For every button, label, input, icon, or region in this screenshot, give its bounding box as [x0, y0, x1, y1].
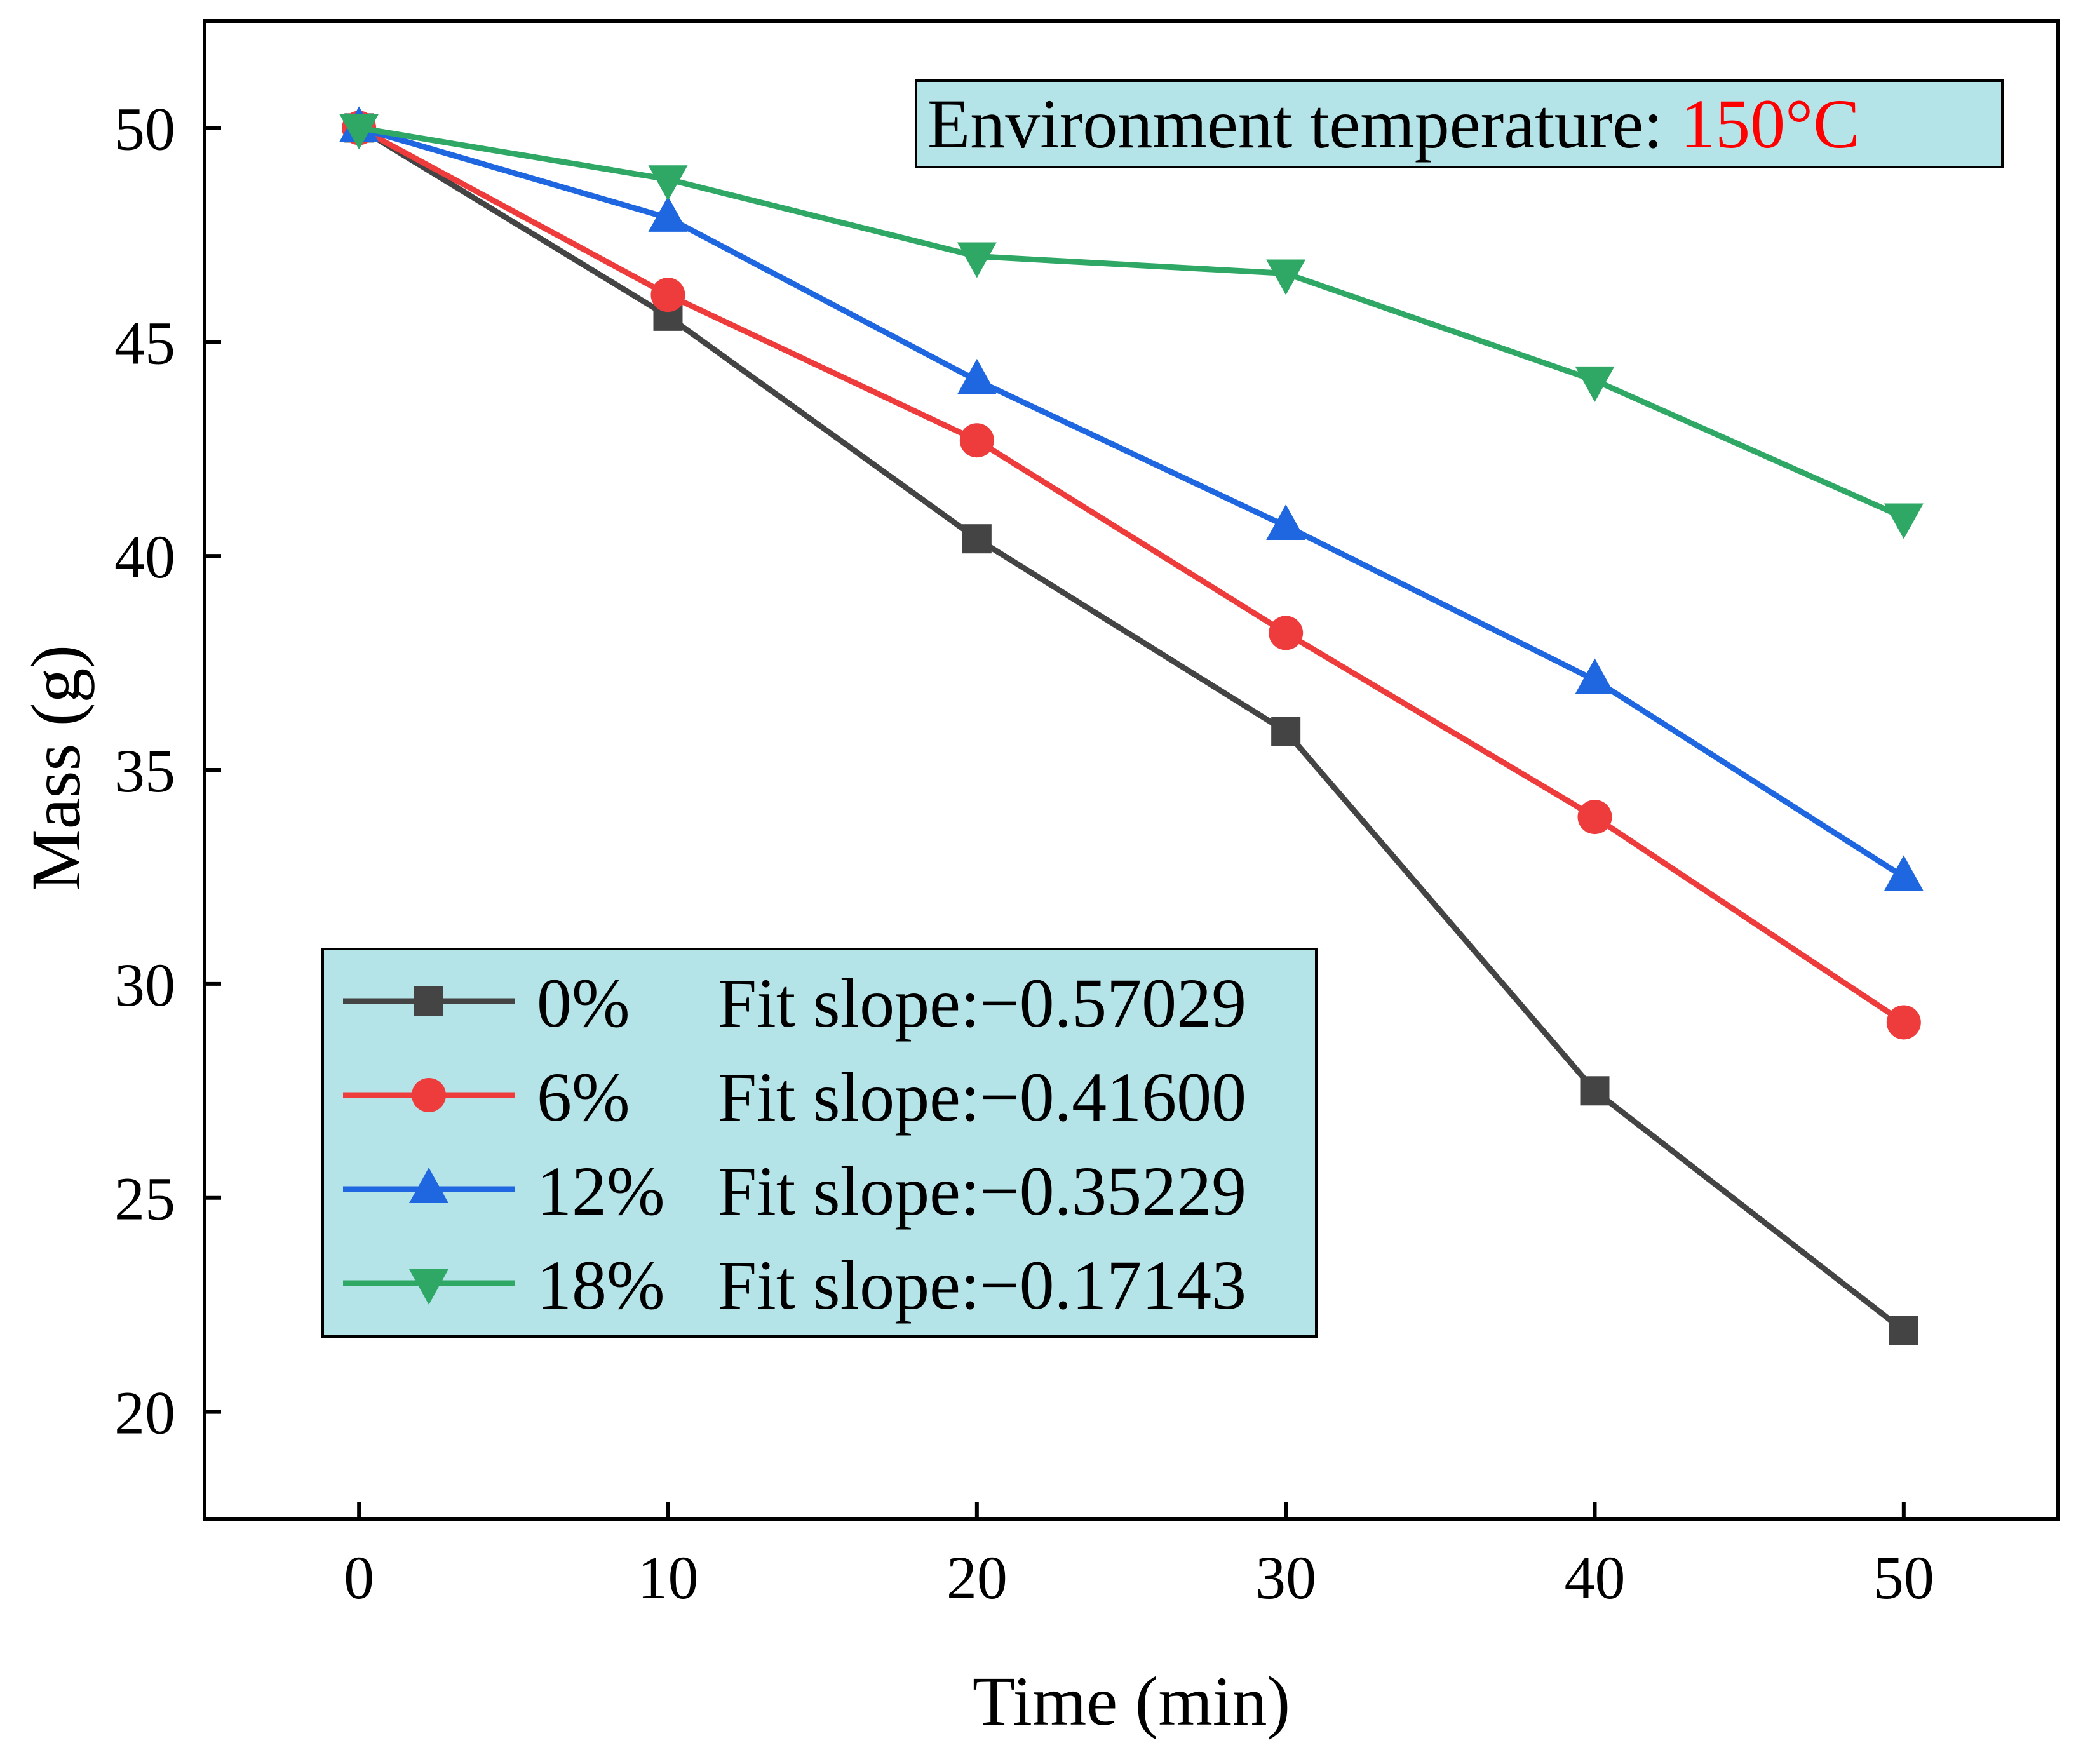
legend-marker	[409, 1269, 448, 1305]
data-point	[1269, 616, 1304, 650]
data-point	[648, 165, 688, 201]
data-point	[1886, 1005, 1921, 1040]
legend-marker	[409, 1168, 448, 1203]
x-tick-label: 20	[947, 1544, 1008, 1612]
legend-marker	[414, 986, 443, 1016]
legend-fit-slope: Fit slope:−0.35229	[718, 1152, 1246, 1230]
annotation-prefix: Environment temperature:	[927, 85, 1680, 163]
data-point	[962, 524, 992, 554]
x-tick-label: 0	[344, 1544, 374, 1612]
legend-series-name: 12%	[537, 1152, 665, 1230]
legend-fit-slope: Fit slope:−0.57029	[718, 964, 1246, 1042]
y-tick-label: 35	[114, 737, 175, 805]
series-12pct	[339, 106, 1924, 891]
legend-fit-slope: Fit slope:−0.41600	[718, 1058, 1246, 1136]
data-point	[1271, 717, 1301, 746]
annotation-text: Environment temperature: 150°C	[927, 85, 1860, 163]
data-point	[957, 242, 997, 278]
annotation-value: 150°C	[1680, 85, 1859, 163]
legend-entry: 6% Fit slope:−0.41600	[343, 1058, 1246, 1136]
y-tick-label: 40	[114, 523, 175, 591]
data-point	[1575, 366, 1615, 402]
x-tick-label: 40	[1565, 1544, 1626, 1612]
data-point	[650, 278, 685, 313]
x-tick-label: 50	[1873, 1544, 1934, 1612]
series-line	[358, 125, 1906, 1025]
legend-entry: 18% Fit slope:−0.17143	[343, 1246, 1246, 1324]
x-tick-label: 10	[638, 1544, 699, 1612]
data-point	[1575, 658, 1615, 694]
y-axis-ticks: 20 25 30 35 40 45 50	[114, 95, 221, 1447]
annotation-box	[915, 79, 2004, 168]
x-axis-label: Time (min)	[973, 1662, 1290, 1740]
y-tick-label: 30	[114, 951, 175, 1019]
x-tick-label: 30	[1255, 1544, 1316, 1612]
y-tick-label: 45	[114, 309, 175, 377]
data-point	[1577, 800, 1612, 835]
series-line	[357, 125, 1906, 1333]
plot-frame	[203, 19, 2060, 1521]
data-point	[957, 358, 997, 394]
x-axis-ticks: 0 10 20 30 40 50	[344, 1502, 1934, 1612]
data-point	[959, 423, 994, 458]
legend-series-name: 18%	[537, 1246, 665, 1324]
data-point	[1884, 855, 1924, 891]
legend-entry: 0% Fit slope:−0.57029	[343, 964, 1246, 1042]
legend-marker	[412, 1078, 446, 1112]
legend-fit-slope: Fit slope:−0.17143	[718, 1246, 1246, 1324]
legend: 0% Fit slope:−0.57029 6% Fit slope:−0.41600…	[321, 948, 1318, 1338]
y-axis-label: Mass (g)	[17, 645, 95, 891]
data-point	[339, 114, 379, 150]
series-18pct	[339, 114, 1924, 539]
data-point	[648, 196, 688, 232]
data-point	[1884, 503, 1924, 539]
data-point	[1580, 1076, 1610, 1106]
data-point	[1889, 1316, 1918, 1345]
legend-series-name: 0%	[537, 964, 630, 1042]
y-tick-label: 50	[114, 95, 175, 163]
data-point	[1266, 259, 1306, 295]
y-tick-label: 20	[114, 1379, 175, 1447]
series-line	[358, 125, 1906, 880]
series-line	[358, 125, 1905, 520]
series-layer	[339, 106, 1924, 1345]
data-point	[1266, 504, 1306, 540]
legend-entry: 12% Fit slope:−0.35229	[343, 1152, 1246, 1230]
legend-box	[321, 948, 1318, 1338]
y-tick-label: 25	[114, 1165, 175, 1233]
legend-series-name: 6%	[537, 1058, 630, 1136]
